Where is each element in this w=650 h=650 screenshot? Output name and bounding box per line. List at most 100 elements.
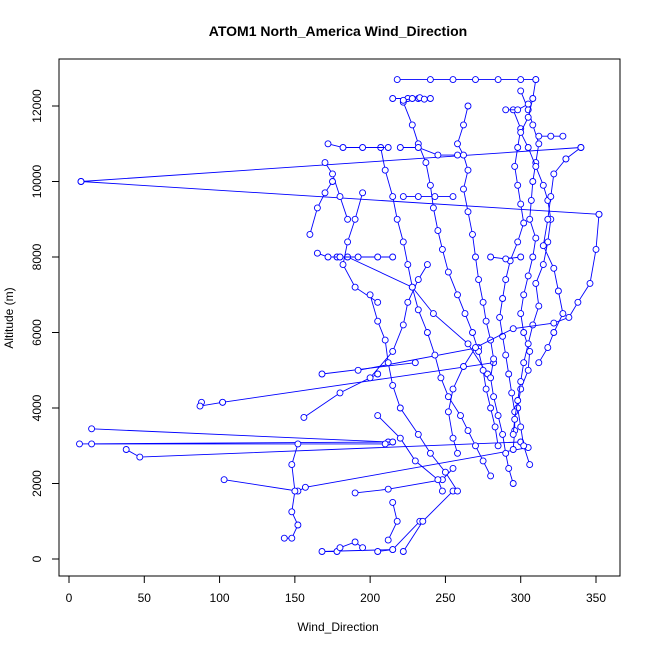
data-point: [324, 253, 332, 261]
series-line: [222, 362, 494, 403]
data-point: [344, 238, 352, 246]
data-point: [76, 440, 83, 448]
data-point: [374, 253, 382, 261]
data-point: [529, 253, 537, 261]
data-point: [318, 548, 326, 555]
data-series: [377, 144, 495, 480]
data-point: [514, 181, 522, 189]
x-tick-label: 300: [511, 591, 531, 605]
data-point: [389, 438, 397, 446]
data-point: [411, 457, 419, 465]
data-point: [494, 412, 502, 420]
y-tick-label: 4000: [30, 394, 44, 421]
data-point: [396, 434, 404, 442]
data-series: [562, 144, 585, 163]
data-series: [313, 249, 344, 261]
y-tick-label: 12000: [30, 89, 44, 123]
x-tick-label: 50: [138, 591, 152, 605]
data-point: [280, 534, 288, 542]
data-point: [384, 536, 392, 544]
data-point: [559, 310, 567, 318]
data-point: [414, 430, 422, 438]
data-point: [321, 189, 329, 197]
data-point: [502, 449, 510, 457]
data-point: [301, 483, 309, 491]
data-series: [399, 487, 457, 555]
data-series: [366, 291, 461, 495]
data-point: [449, 385, 457, 393]
data-point: [454, 487, 461, 495]
data-point: [336, 253, 344, 261]
data-series: [509, 76, 555, 438]
data-point: [505, 370, 513, 378]
data-series: [219, 359, 498, 406]
data-point: [469, 329, 476, 336]
series-line: [324, 162, 349, 220]
data-point: [509, 325, 517, 333]
data-point: [306, 230, 314, 238]
data-point: [389, 347, 397, 355]
data-point: [329, 170, 336, 178]
y-tick-label: 6000: [30, 319, 44, 346]
data-point: [444, 408, 452, 416]
data-point: [454, 291, 461, 299]
data-point: [351, 215, 359, 223]
data-point: [336, 193, 344, 201]
data-point: [490, 393, 498, 401]
data-point: [535, 140, 543, 148]
data-point: [535, 302, 543, 310]
data-point: [321, 159, 329, 167]
data-point: [499, 430, 507, 438]
data-point: [366, 291, 374, 299]
data-point: [502, 351, 510, 359]
data-point: [351, 538, 359, 546]
data-point: [414, 193, 422, 201]
data-point: [520, 442, 528, 450]
data-series: [280, 440, 302, 542]
data-point: [482, 317, 490, 325]
data-point: [393, 76, 401, 84]
data-point: [547, 132, 555, 140]
data-point: [366, 374, 374, 382]
data-point: [431, 351, 439, 359]
data-point: [434, 476, 442, 484]
data-point: [444, 268, 452, 276]
data-point: [514, 397, 522, 404]
data-point: [490, 355, 498, 363]
data-point: [288, 461, 296, 469]
data-point: [122, 446, 130, 453]
x-axis: 0 50 100 150 200 250 300 350: [66, 575, 606, 605]
data-point: [434, 151, 442, 159]
data-point: [526, 215, 534, 223]
data-point: [437, 374, 445, 382]
data-point: [517, 87, 525, 95]
data-point: [339, 144, 347, 151]
data-point: [479, 298, 487, 306]
data-point: [520, 359, 528, 367]
data-point: [464, 166, 472, 174]
data-point: [426, 76, 434, 84]
data-point: [509, 480, 517, 487]
data-point: [487, 374, 495, 382]
data-point: [517, 76, 525, 84]
series-line: [91, 428, 389, 443]
data-series: [399, 94, 428, 104]
data-point: [520, 291, 528, 299]
data-point: [389, 546, 397, 554]
data-point: [529, 121, 537, 129]
data-point: [300, 413, 308, 421]
x-tick-label: 350: [586, 591, 606, 605]
data-point: [374, 370, 382, 378]
data-point: [354, 253, 362, 261]
data-point: [389, 253, 397, 261]
data-point: [509, 446, 517, 453]
data-point: [460, 151, 467, 159]
data-point: [511, 415, 519, 423]
data-point: [336, 389, 344, 397]
data-point: [472, 76, 479, 84]
data-point: [408, 121, 416, 129]
data-point: [359, 189, 367, 197]
data-point: [288, 534, 296, 542]
data-point: [502, 106, 510, 114]
data-point: [482, 385, 490, 393]
